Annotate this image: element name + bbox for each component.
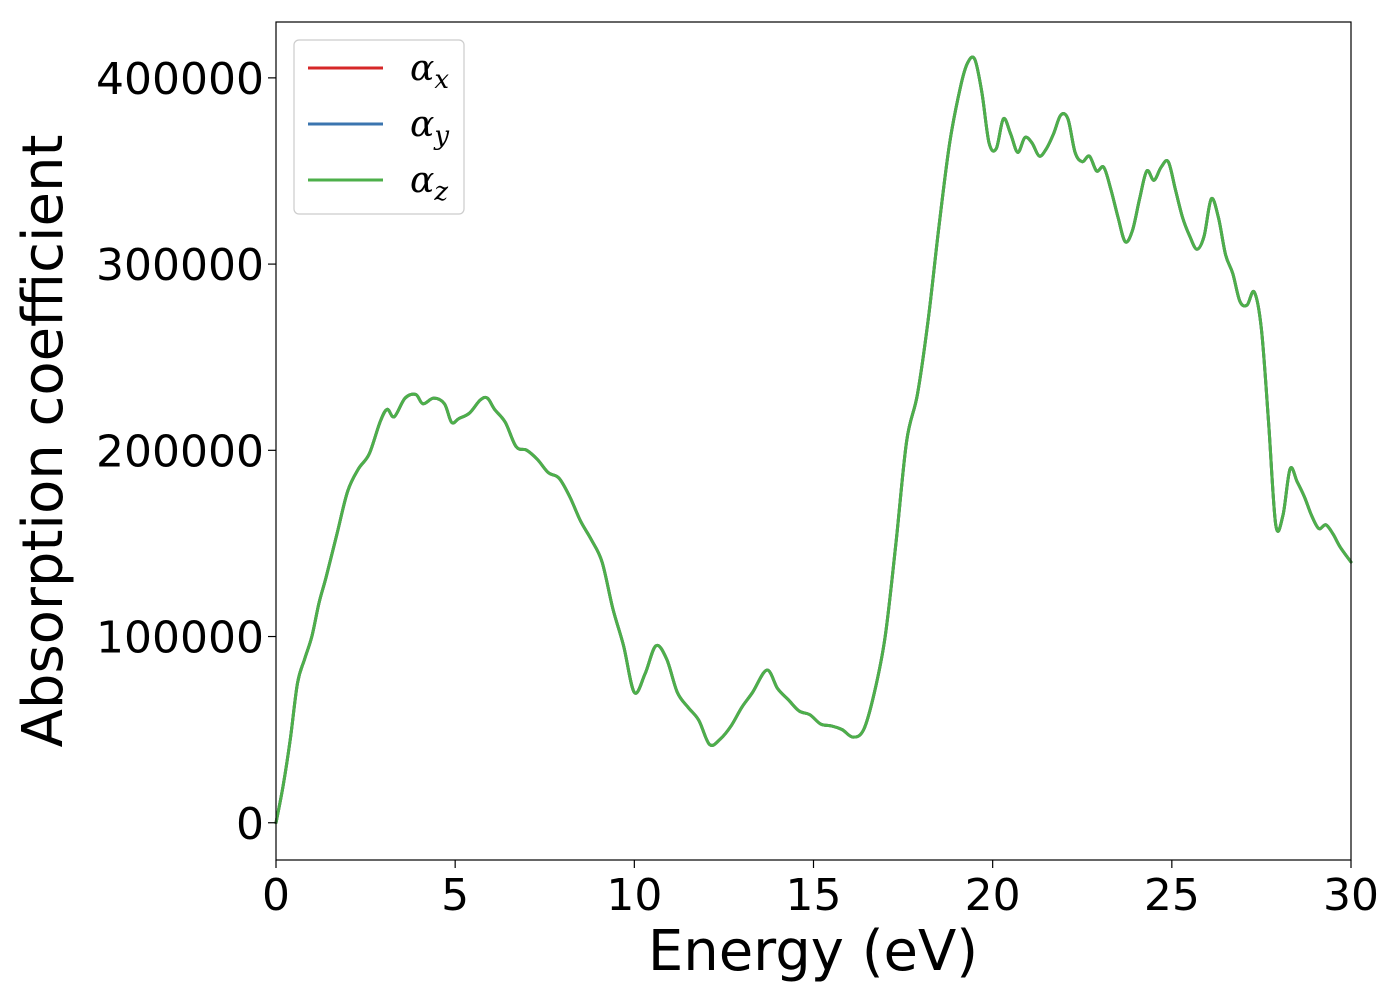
x-axis-label: Energy (eV) bbox=[648, 919, 978, 984]
x-tick-label: 5 bbox=[441, 870, 469, 921]
x-tick-label: 15 bbox=[786, 870, 842, 921]
y-tick-label: 400000 bbox=[96, 54, 264, 105]
series-layer bbox=[274, 55, 1353, 825]
series-line-z bbox=[274, 55, 1353, 825]
x-tick-label: 0 bbox=[262, 870, 290, 921]
y-ticks: 0 100000 200000 300000 400000 bbox=[96, 54, 276, 850]
legend-label-z: αz bbox=[410, 160, 448, 207]
y-tick-label: 200000 bbox=[96, 426, 264, 477]
legend-label-x: αx bbox=[410, 48, 449, 95]
y-tick-label: 100000 bbox=[96, 613, 264, 664]
x-tick-label: 30 bbox=[1323, 870, 1379, 921]
x-tick-label: 10 bbox=[606, 870, 662, 921]
y-tick-label: 300000 bbox=[96, 240, 264, 291]
legend-label-y: αy bbox=[410, 104, 449, 151]
x-tick-label: 20 bbox=[965, 870, 1021, 921]
y-axis-label: Absorption coefficient bbox=[11, 135, 76, 748]
y-tick-label: 0 bbox=[236, 799, 264, 850]
x-tick-label: 25 bbox=[1144, 870, 1200, 921]
x-ticks: 0 5 10 15 20 25 30 bbox=[262, 860, 1379, 921]
legend: αx αy αz bbox=[293, 39, 465, 215]
legend-box bbox=[293, 39, 465, 215]
